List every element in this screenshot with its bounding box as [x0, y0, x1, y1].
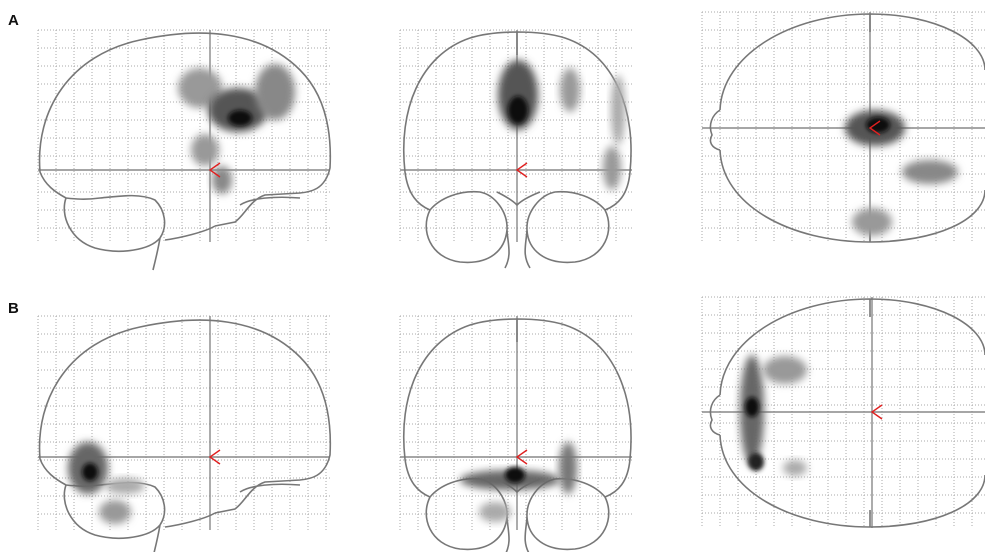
cursor	[515, 162, 528, 178]
cursor	[515, 449, 528, 465]
activation	[178, 60, 958, 236]
cursor	[868, 120, 881, 136]
panel-label: A	[8, 12, 19, 29]
cursor	[208, 449, 221, 465]
sagittal-outline	[38, 32, 332, 271]
axial-outline	[709, 13, 985, 243]
panel-label: B	[8, 300, 19, 317]
cursor	[208, 162, 221, 178]
sagittal-outline	[38, 319, 332, 552]
activation	[68, 355, 807, 524]
coronal-outline	[402, 31, 632, 269]
cursor	[870, 404, 883, 420]
